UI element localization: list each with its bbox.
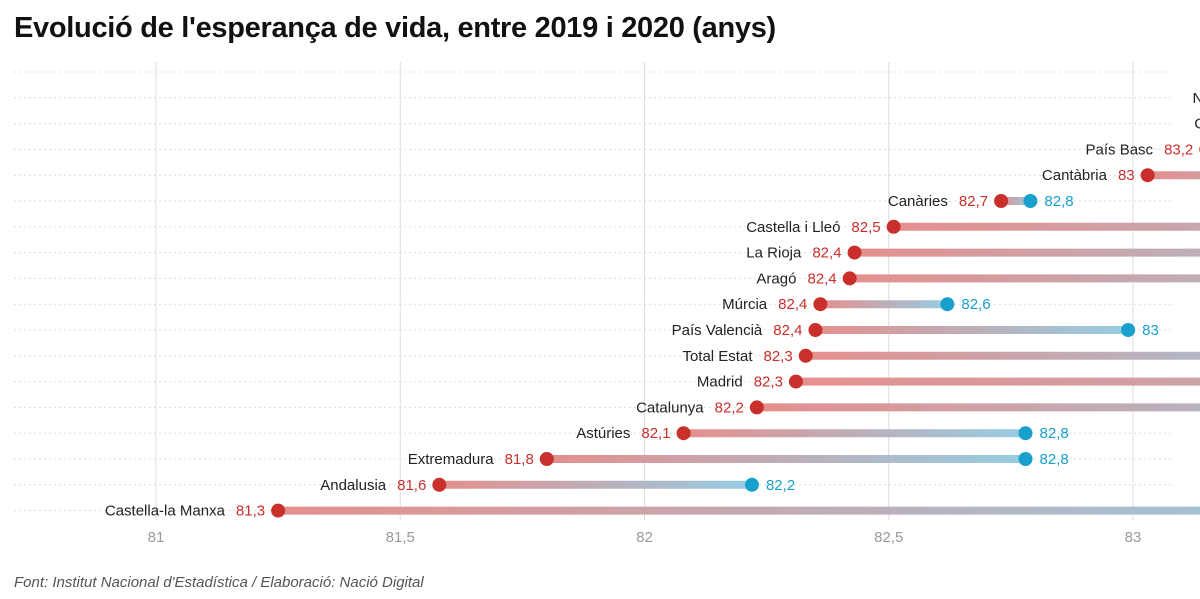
value-labels: 83,4Balears83,783,4Navarra84,683,3Galíci… — [105, 90, 1200, 520]
dumbbell-bars — [271, 146, 1200, 518]
dot-2020 — [1018, 426, 1033, 441]
row-gridlines — [14, 71, 1172, 512]
region-label: Aragó — [756, 270, 796, 287]
region-label: Catalunya — [636, 399, 704, 416]
dot-2019 — [432, 477, 447, 492]
dot-2019 — [847, 245, 862, 260]
dot-2019 — [788, 374, 803, 389]
value-label-2019: 81,6 — [397, 477, 426, 494]
region-label: País Basc — [1086, 141, 1154, 158]
dot-2020 — [744, 477, 759, 492]
value-label-2020: 82,6 — [961, 296, 990, 313]
x-tick-label: 81,5 — [386, 529, 415, 546]
region-label: Total Estat — [682, 348, 753, 365]
dot-2020 — [1023, 194, 1038, 208]
dot-2019 — [842, 271, 857, 286]
region-label: Canàries — [888, 193, 948, 210]
region-label: Galícia — [1194, 116, 1200, 133]
value-label-2019: 82,7 — [959, 193, 988, 210]
dot-2019 — [749, 400, 764, 415]
region-label: Castella-la Manxa — [105, 503, 226, 520]
dot-2019 — [808, 323, 823, 337]
value-label-2019: 83 — [1118, 167, 1135, 184]
x-tick-label: 82,5 — [874, 529, 903, 546]
value-label-2019: 82,4 — [773, 322, 802, 339]
value-label-2019: 82,4 — [807, 270, 836, 287]
dot-2019 — [886, 219, 901, 234]
dot-2020 — [940, 297, 955, 312]
value-label-2019: 82,5 — [851, 219, 880, 236]
region-label: Castella i Lleó — [746, 219, 840, 236]
dot-2019 — [813, 297, 828, 312]
region-label: Extremadura — [408, 451, 495, 468]
value-label-2020: 82,2 — [766, 477, 795, 494]
region-label: Navarra — [1193, 90, 1200, 107]
value-label-2019: 82,3 — [754, 374, 783, 391]
dot-2019 — [994, 194, 1009, 208]
value-label-2019: 82,4 — [812, 245, 841, 262]
source-note: Font: Institut Nacional d'Estadística / … — [14, 574, 424, 591]
value-label-2019: 81,3 — [236, 503, 265, 520]
dot-2019 — [271, 503, 286, 518]
value-label-2019: 82,4 — [778, 296, 807, 313]
region-label: Andalusia — [320, 477, 387, 494]
x-tick-label: 82 — [636, 529, 653, 546]
value-label-2020: 83 — [1142, 322, 1159, 339]
x-tick-label: 81 — [148, 529, 165, 546]
value-label-2020: 82,8 — [1040, 451, 1069, 468]
dot-2019 — [1140, 168, 1155, 183]
region-label: Madrid — [697, 374, 743, 391]
dot-2019 — [798, 348, 813, 363]
vertical-gridlines — [155, 62, 1134, 520]
region-label: País Valencià — [672, 322, 763, 339]
region-label: Astúries — [576, 425, 630, 442]
dot-2020 — [1121, 323, 1136, 337]
value-label-2019: 81,8 — [505, 451, 534, 468]
dumbbell-chart: 83,4Balears83,783,4Navarra84,683,3Galíci… — [14, 62, 1200, 546]
value-label-2019: 82,2 — [715, 399, 744, 416]
x-tick-label: 83 — [1125, 529, 1142, 546]
region-label: La Rioja — [746, 245, 802, 262]
value-label-2019: 82,3 — [764, 348, 793, 365]
dot-2019 — [539, 452, 554, 466]
dot-2020 — [1018, 452, 1033, 466]
chart-title: Evolució de l'esperança de vida, entre 2… — [14, 12, 776, 44]
region-label: Múrcia — [722, 296, 768, 313]
value-label-2019: 83,2 — [1164, 141, 1193, 158]
region-label: Cantàbria — [1042, 167, 1108, 184]
value-label-2019: 82,1 — [641, 425, 670, 442]
dot-2019 — [676, 426, 691, 441]
value-label-2020: 82,8 — [1044, 193, 1073, 210]
value-label-2020: 82,8 — [1040, 425, 1069, 442]
